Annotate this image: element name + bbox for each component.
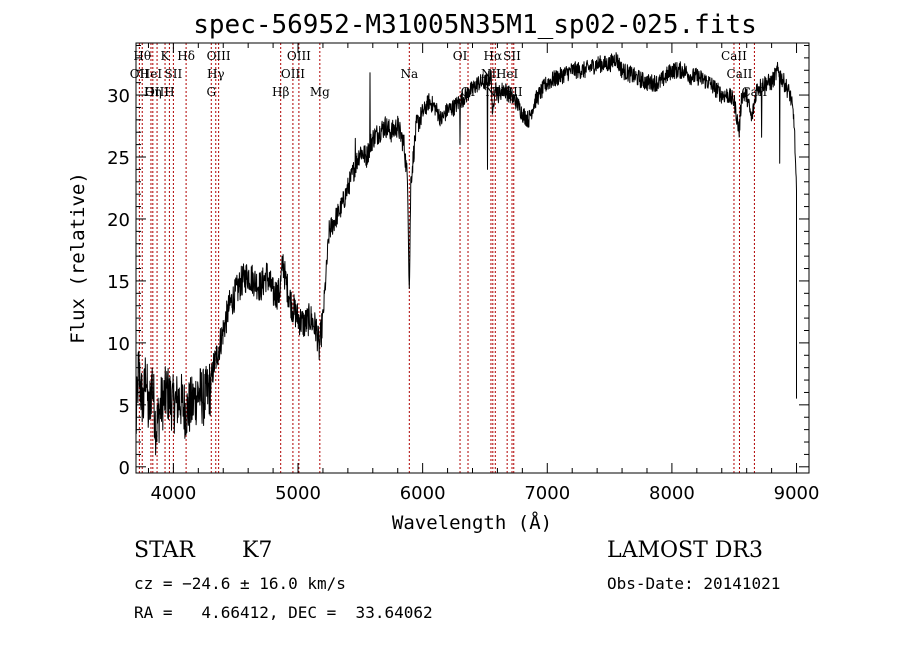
y-tick-label: 20: [107, 210, 130, 231]
plot-frame: [135, 42, 810, 474]
y-tick-label: 5: [119, 396, 130, 417]
spectral-line-label: Hθ: [133, 49, 151, 63]
spectral-line-label: OIII: [281, 67, 305, 81]
spectrum-line: [135, 52, 797, 456]
x-tick-label: 8000: [649, 483, 695, 504]
x-tick-label: 5000: [275, 483, 321, 504]
spectral-line-label: CaII: [727, 67, 753, 81]
spectral-line-label: OI: [453, 49, 468, 63]
spectral-line-label: Hδ: [177, 49, 195, 63]
x-axis-label: Wavelength (Å): [392, 511, 552, 534]
axis-tick-labels: 4000 5000 6000 7000 8000 9000 0 5 10 15 20 25 30: [107, 86, 819, 504]
spectral-line-label: HeI: [140, 67, 163, 81]
spectral-line-label: Hα: [484, 49, 503, 63]
x-tick-label: 4000: [150, 483, 196, 504]
spectral-line-label: H: [164, 85, 174, 99]
observation-date: Obs-Date: 20141021: [607, 574, 781, 593]
x-tick-label: 7000: [524, 483, 570, 504]
spectral-line-label: Na: [400, 67, 418, 81]
spectral-line-label: Hγ: [207, 67, 225, 81]
spectral-line-label: OIII: [287, 49, 311, 63]
spectral-line-label: Mg: [310, 85, 330, 99]
spectral-line-label: CaII: [721, 49, 747, 63]
redshift-cz: cz = −24.6 ± 16.0 km/s: [134, 574, 346, 593]
spectral-line-label: HeI: [496, 67, 519, 81]
y-tick-label: 25: [107, 148, 130, 169]
x-tick-label: 9000: [774, 483, 820, 504]
chart-title: spec-56952-M31005N35M1_sp02-025.fits: [193, 10, 757, 40]
spectral-line-label: SII: [503, 49, 521, 63]
coordinates: RA = 4.66412, DEC = 33.64062: [134, 603, 433, 622]
spectral-line-label: Hη: [144, 85, 162, 99]
object-subclass: K7: [242, 538, 273, 563]
y-tick-label: 10: [107, 334, 130, 355]
y-tick-label: 0: [119, 458, 130, 479]
spectral-line-label: OIII: [207, 49, 231, 63]
x-tick-label: 6000: [400, 483, 446, 504]
spectral-line-label: OII: [130, 67, 150, 81]
y-tick-label: 15: [107, 272, 130, 293]
spectral-line-label: OIII: [145, 85, 169, 99]
object-class: STAR: [134, 538, 195, 563]
spectral-line-label: Hβ: [272, 85, 289, 99]
spectral-line-label: G: [206, 85, 216, 99]
y-tick-label: 30: [107, 86, 130, 107]
survey-name: LAMOST DR3: [607, 538, 763, 563]
y-axis-label: Flux (relative): [67, 172, 89, 344]
axis-ticks: [136, 43, 809, 473]
spectral-line-label: SII: [165, 67, 183, 81]
spectral-line-label: K: [161, 49, 171, 63]
